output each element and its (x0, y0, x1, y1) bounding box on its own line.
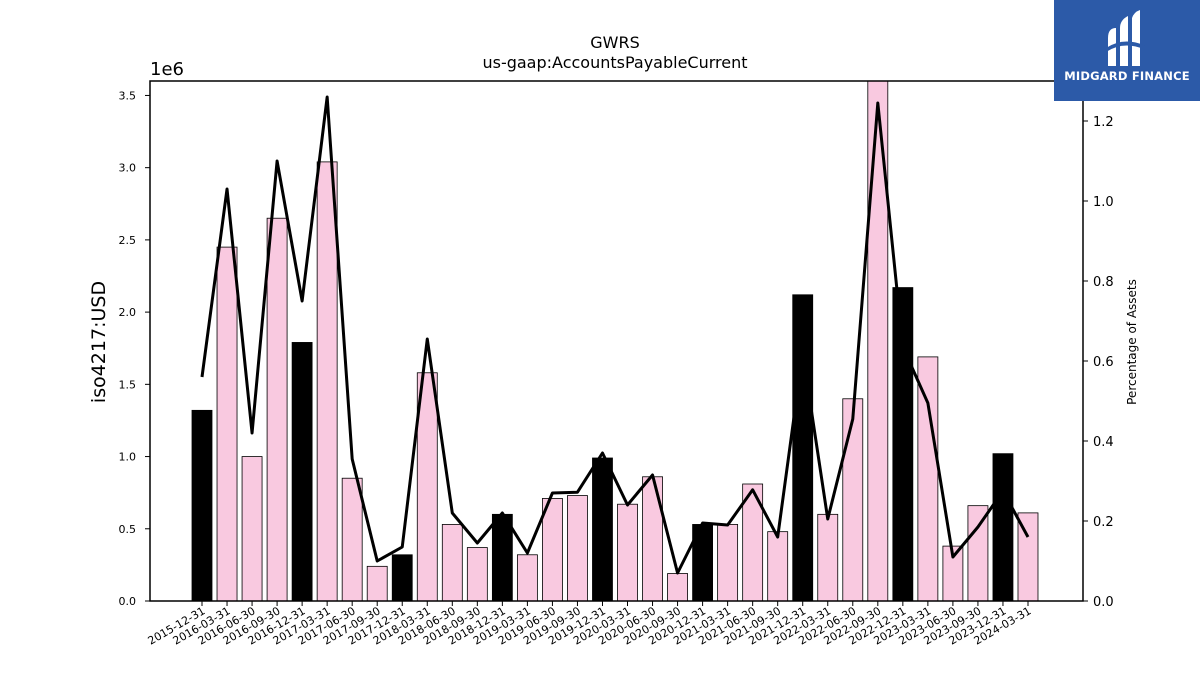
percentage-line (200, 95, 1030, 575)
y-tick-label: 1.5 (119, 378, 137, 391)
bar-2016-03-31 (216, 246, 238, 601)
bar-2018-12-31 (491, 513, 513, 601)
y-tick-label: 3.5 (119, 89, 137, 102)
bar-2021-12-31 (792, 294, 814, 601)
bar-2019-09-30 (567, 495, 588, 601)
bar-2017-03-31 (316, 161, 338, 601)
bar-2020-03-31 (617, 503, 638, 601)
y-tick-label: 3.0 (119, 162, 137, 175)
y-tick-label: 0.0 (119, 595, 137, 608)
chart-subtitle: us-gaap:AccountsPayableCurrent (482, 53, 747, 72)
y2-tick-label: 0.2 (1093, 515, 1114, 530)
bar-2018-03-31 (416, 372, 438, 601)
bar-2016-09-30 (266, 217, 288, 601)
bar-2019-03-31 (516, 554, 538, 601)
y-tick-label: 2.0 (119, 306, 137, 319)
bar-2023-12-31 (992, 453, 1014, 601)
bar-2022-06-30 (842, 398, 864, 601)
bar-2022-03-31 (817, 513, 839, 601)
y-tick-label: 1.0 (119, 451, 137, 464)
bar-2021-03-31 (717, 524, 739, 601)
bar-2021-06-30 (742, 483, 764, 601)
y2-axis-label: Percentage of Assets (1125, 279, 1139, 405)
bar-2015-12-31 (191, 409, 213, 601)
bar-2018-09-30 (466, 547, 488, 601)
logo-text: MIDGARD FINANCE (1064, 69, 1190, 83)
bar-2018-06-30 (441, 524, 463, 601)
chart-texts: GWRS us-gaap:AccountsPayableCurrent 1e6 … (88, 33, 1139, 405)
bar-2017-06-30 (341, 477, 363, 601)
bar-2019-12-31 (592, 457, 613, 601)
bar-2016-06-30 (241, 456, 263, 601)
bar-group (191, 81, 1039, 601)
y-axis-label: iso4217:USD (88, 281, 110, 403)
chart-title: GWRS (590, 33, 640, 52)
y2-tick-label: 0.0 (1093, 595, 1114, 610)
y2-tick-label: 0.6 (1093, 355, 1114, 370)
y2-tick-label: 0.8 (1093, 275, 1114, 290)
bar-2019-06-30 (542, 498, 563, 601)
midgard-finance-logo: MIDGARD FINANCE (1054, 0, 1200, 101)
bar-2017-09-30 (366, 565, 388, 601)
bar-2016-12-31 (291, 342, 313, 601)
bar-2023-03-31 (917, 356, 939, 601)
y-tick-label: 0.5 (119, 523, 137, 536)
y-offset-label: 1e6 (150, 59, 184, 80)
y-tick-label: 2.5 (119, 234, 137, 247)
line-series (200, 95, 1030, 575)
y2-tick-label: 1.0 (1093, 195, 1114, 210)
y2-tick-label: 0.4 (1093, 435, 1114, 450)
bar-2022-12-31 (892, 287, 914, 601)
logo-mark-icon (1106, 10, 1146, 66)
plot-frame (149, 80, 1084, 602)
bar-2020-09-30 (667, 573, 688, 601)
bar-2022-09-30 (867, 81, 889, 601)
bar-2021-09-30 (767, 531, 789, 601)
bar-2024-03-31 (1017, 512, 1039, 601)
bar-2020-06-30 (642, 476, 663, 601)
bar-2023-09-30 (967, 505, 989, 601)
bar-2017-12-31 (391, 554, 413, 601)
y2-tick-label: 1.2 (1093, 115, 1114, 130)
